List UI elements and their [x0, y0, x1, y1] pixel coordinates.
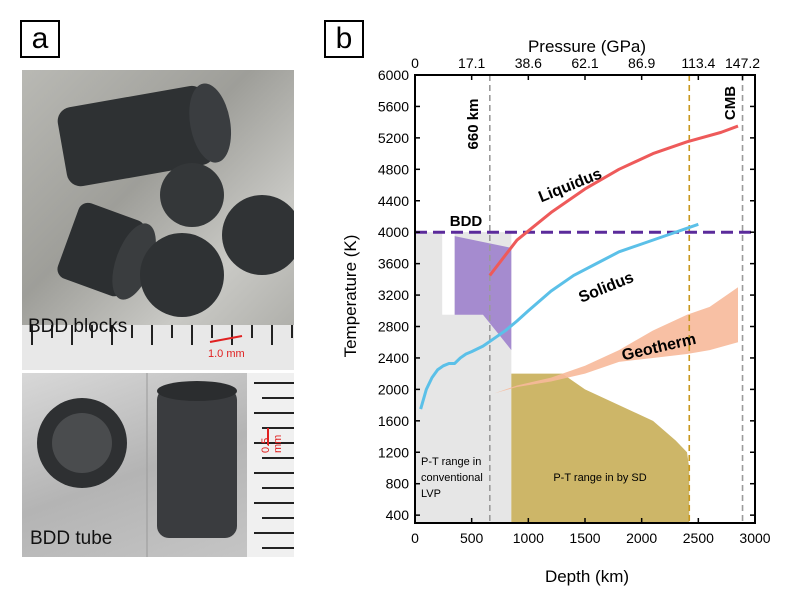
- y-tick-label: 4800: [378, 161, 409, 177]
- y-tick-label: 5600: [378, 98, 409, 114]
- sd-region: [511, 373, 690, 523]
- top-tick-label: 38.6: [515, 55, 542, 71]
- y-tick-label: 4400: [378, 193, 409, 209]
- solidus-line: [419, 222, 699, 410]
- x-tick-label: 2000: [626, 530, 657, 546]
- plot-layer: 400 800 1200 1600 2000 2400 2800 3200 3600 4000 44…: [378, 55, 771, 546]
- y-tick-label: 1200: [378, 444, 409, 460]
- y-tick-label: 2000: [378, 381, 409, 397]
- top-tick-label: 0: [411, 55, 419, 71]
- solidus-label: Solidus: [576, 269, 636, 306]
- y-tick-label: 4000: [378, 224, 409, 240]
- y-tick-label: 800: [386, 476, 410, 492]
- bdd-tube-illustration: [37, 373, 294, 557]
- panel-a-label: a: [20, 20, 60, 58]
- chart-top-axis-label: Pressure (GPa): [528, 37, 646, 56]
- lvp-region-label: P-T range in conventional LVP: [421, 456, 483, 500]
- lvp-region-notch: [442, 232, 455, 315]
- liquidus-line: [488, 124, 739, 277]
- bdd-tube-photo: BDD tube 0.5 mm: [22, 373, 294, 557]
- bdd-blocks-caption: BDD blocks: [28, 316, 128, 337]
- bdd-blocks-illustration: [22, 83, 294, 370]
- y-tick-label: 6000: [378, 67, 409, 83]
- lvp-region-label-line: P-T range in: [421, 456, 481, 468]
- panel-b-label: b: [324, 20, 364, 58]
- y-tick-label: 5200: [378, 130, 409, 146]
- x-tick-label: 0: [411, 530, 419, 546]
- geotherm-band: [415, 287, 738, 484]
- top-tick-label: 86.9: [628, 55, 655, 71]
- y-tick-label: 2800: [378, 319, 409, 335]
- top-tick-label: 17.1: [458, 55, 485, 71]
- x-tick-label: 500: [460, 530, 484, 546]
- lvp-region-label-line: LVP: [421, 488, 441, 500]
- x-tick-label: 2500: [683, 530, 714, 546]
- y-tick-label: 3600: [378, 256, 409, 272]
- chart-ylabel: Temperature (K): [341, 235, 360, 358]
- blocks-scale-bar-label: 1.0 mm: [208, 348, 245, 360]
- top-tick-label: 147.2: [725, 55, 760, 71]
- lvp-region-label-line: conventional: [421, 472, 483, 484]
- x-tick-label: 3000: [739, 530, 770, 546]
- top-tick-label: 113.4: [681, 55, 715, 71]
- chart-xlabel: Depth (km): [545, 567, 629, 586]
- bdd-blocks-photo: BDD blocks 1.0 mm: [22, 70, 294, 370]
- x-tick-label: 1000: [513, 530, 544, 546]
- y-tick-label: 3200: [378, 287, 409, 303]
- x-tick-label: 1500: [569, 530, 600, 546]
- cmb-label: CMB: [722, 86, 739, 120]
- y-tick-label: 2400: [378, 350, 409, 366]
- top-tick-label: 62.1: [571, 55, 598, 71]
- bdd-tube-caption: BDD tube: [30, 528, 113, 549]
- y-tick-label: 400: [386, 507, 410, 523]
- depth-660-label: 660 km: [465, 99, 482, 150]
- bdd-line-label: BDD: [450, 213, 483, 230]
- y-tick-label: 1600: [378, 413, 409, 429]
- sd-region-label: P-T range in by SD: [553, 472, 646, 484]
